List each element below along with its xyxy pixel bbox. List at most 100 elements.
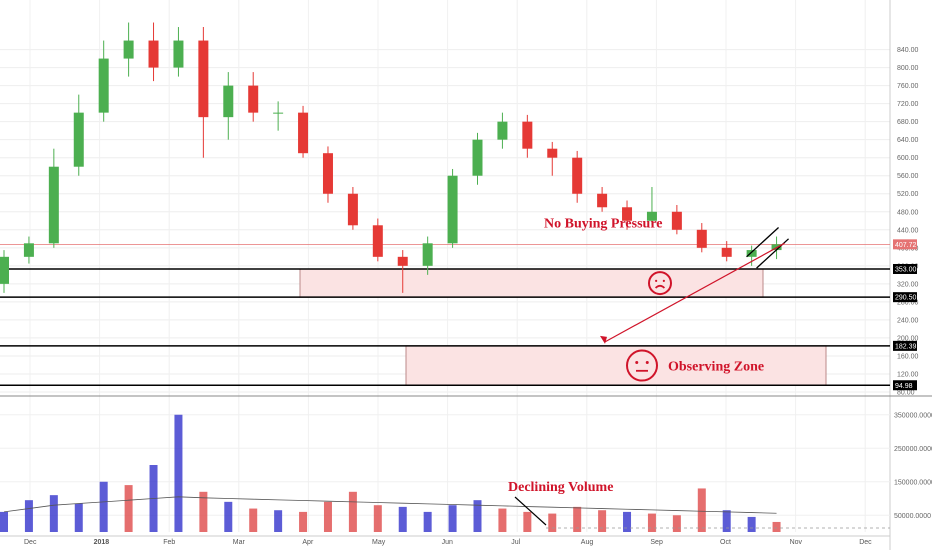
candle-body (422, 243, 433, 266)
candle-body (646, 211, 657, 221)
month-tick-label: Aug (581, 539, 594, 546)
volume-tick-label: 150000.0000 (894, 479, 932, 486)
breakdown-arrow (604, 242, 785, 343)
candle-body (372, 225, 383, 257)
price-level-badge (893, 263, 917, 274)
price-level-label: 290.50 (895, 295, 917, 302)
price-tick-label: 560.00 (897, 173, 919, 180)
candle-body (746, 250, 757, 257)
volume-bar (224, 501, 233, 532)
month-tick-label: 2018 (94, 539, 110, 546)
annotation-no-buying-pressure: No Buying Pressure (544, 217, 663, 232)
volume-bar (448, 505, 457, 532)
candle-body (298, 112, 309, 154)
candle-body (572, 157, 583, 194)
price-level-badge (893, 340, 917, 351)
volume-bar (498, 508, 507, 532)
volume-bar (174, 414, 183, 532)
volume-tick-label: 250000.0000 (894, 446, 932, 453)
neutral-face-icon-eye (645, 361, 649, 365)
price-tick-label: 640.00 (897, 137, 919, 144)
candle-body (273, 112, 284, 114)
volume-bar (249, 508, 258, 532)
annotation-observing-zone: Observing Zone (668, 360, 764, 375)
candle-body (123, 40, 134, 59)
volume-bar (772, 521, 781, 532)
support-zone (299, 268, 764, 298)
volume-bar (49, 495, 58, 532)
month-tick-label: Apr (302, 539, 314, 546)
month-tick-label: Dec (24, 539, 37, 546)
volume-bar (99, 481, 108, 532)
sad-face-icon-eye (662, 279, 665, 282)
candle-body (48, 166, 59, 244)
candle-body (322, 153, 333, 194)
candle-body (198, 40, 209, 118)
sad-face-icon (648, 271, 672, 296)
candle-body (347, 193, 358, 226)
volume-bar (523, 511, 532, 532)
month-tick-label: Nov (790, 539, 803, 546)
volume-bar (323, 501, 332, 532)
volume-moving-average (3, 496, 777, 514)
price-level-badge (893, 292, 917, 303)
month-tick-label: Dec (859, 539, 872, 546)
volume-bar (672, 515, 681, 532)
volume-bar (423, 511, 432, 532)
price-tick-label: 760.00 (897, 83, 919, 90)
month-tick-label: Jul (511, 539, 520, 546)
volume-bar (348, 491, 357, 532)
candle-body (73, 112, 84, 167)
volume-bar (548, 513, 557, 532)
breakdown-arrow-head (600, 335, 607, 344)
candle-body (397, 256, 408, 266)
month-tick-label: May (372, 539, 386, 546)
price-level-badge (893, 380, 917, 391)
volume-bar (473, 500, 482, 532)
price-tick-label: 480.00 (897, 209, 919, 216)
price-tick-label: 320.00 (897, 281, 919, 288)
candle-body (447, 175, 458, 244)
sad-face-icon-eye (655, 279, 658, 282)
current-price-label: 407.72 (895, 242, 917, 249)
wedge-upper-line (746, 227, 779, 258)
month-tick-label: Oct (720, 539, 731, 546)
volume-bar (747, 516, 756, 532)
price-tick-label: 600.00 (897, 155, 919, 162)
candle-body (522, 121, 533, 149)
candle-body (497, 121, 508, 140)
neutral-face-icon (626, 349, 658, 382)
volume-bar (573, 506, 582, 532)
price-tick-label: 120.00 (897, 371, 919, 378)
price-tick-label: 80.00 (897, 390, 915, 397)
candle-body (696, 229, 707, 248)
candle-body (472, 139, 483, 176)
month-tick-label: Mar (233, 539, 246, 546)
volume-bar (623, 511, 632, 532)
sad-face-icon-mouth (654, 284, 666, 289)
declining-volume-line (514, 496, 547, 526)
volume-bar (697, 488, 706, 532)
candle-body (98, 58, 109, 113)
volume-tick-label: 50000.0000 (894, 513, 931, 520)
price-tick-label: 280.00 (897, 299, 919, 306)
price-tick-label: 200.00 (897, 335, 919, 342)
candle-body (721, 247, 732, 257)
volume-bar (24, 500, 33, 532)
candle-body (547, 148, 558, 158)
volume-bar (274, 510, 283, 532)
price-tick-label: 520.00 (897, 191, 919, 198)
candle-body (671, 211, 682, 230)
volume-bar (722, 510, 731, 532)
volume-bar (199, 491, 208, 532)
annotation-declining-volume: Declining Volume (508, 480, 613, 495)
volume-bar (74, 503, 83, 532)
month-tick-label: Jun (442, 539, 453, 546)
price-tick-label: 240.00 (897, 317, 919, 324)
neutral-face-icon-eye (635, 361, 639, 365)
volume-tick-label: 350000.0000 (894, 412, 932, 419)
volume-bar (398, 506, 407, 532)
month-tick-label: Sep (650, 539, 663, 546)
